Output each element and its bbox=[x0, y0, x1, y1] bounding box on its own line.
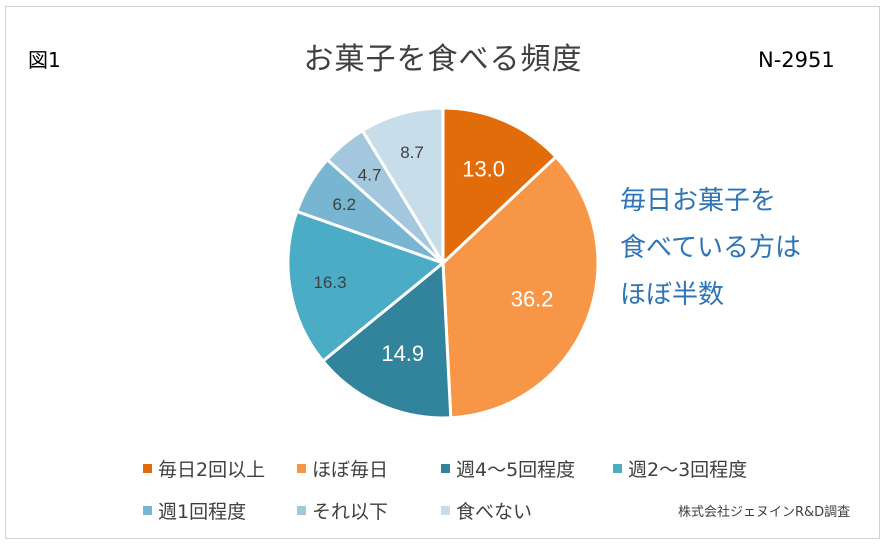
note-line-3: ほぼ半数 bbox=[620, 280, 725, 310]
chart-title: お菓子を食べる頻度 bbox=[303, 42, 583, 77]
data-label-6: 4.7 bbox=[358, 165, 382, 184]
note-line-2: 食べている方は bbox=[620, 233, 801, 263]
data-label-3: 14.9 bbox=[381, 341, 424, 366]
data-label-7: 8.7 bbox=[400, 143, 424, 162]
sample-size: N-2951 bbox=[758, 48, 835, 72]
note-line-1: 毎日お菓子を bbox=[620, 186, 777, 216]
pie-slice-7 bbox=[360, 106, 445, 269]
data-label-1: 13.0 bbox=[462, 157, 505, 182]
source-credit: 株式会社ジェヌインR&D調査 bbox=[678, 505, 851, 520]
data-label-5: 6.2 bbox=[332, 195, 356, 214]
data-label-2: 36.2 bbox=[511, 286, 554, 311]
figure-label: 図1 bbox=[28, 48, 61, 72]
pie-slice-2 bbox=[441, 154, 600, 420]
pie-slice-1 bbox=[441, 106, 559, 267]
annotation-note: 毎日お菓子を 食べている方は ほぼ半数 bbox=[620, 178, 801, 319]
data-label-4: 16.3 bbox=[313, 273, 346, 292]
pie-slice-4 bbox=[286, 209, 447, 364]
pie-slice-3 bbox=[320, 259, 453, 420]
